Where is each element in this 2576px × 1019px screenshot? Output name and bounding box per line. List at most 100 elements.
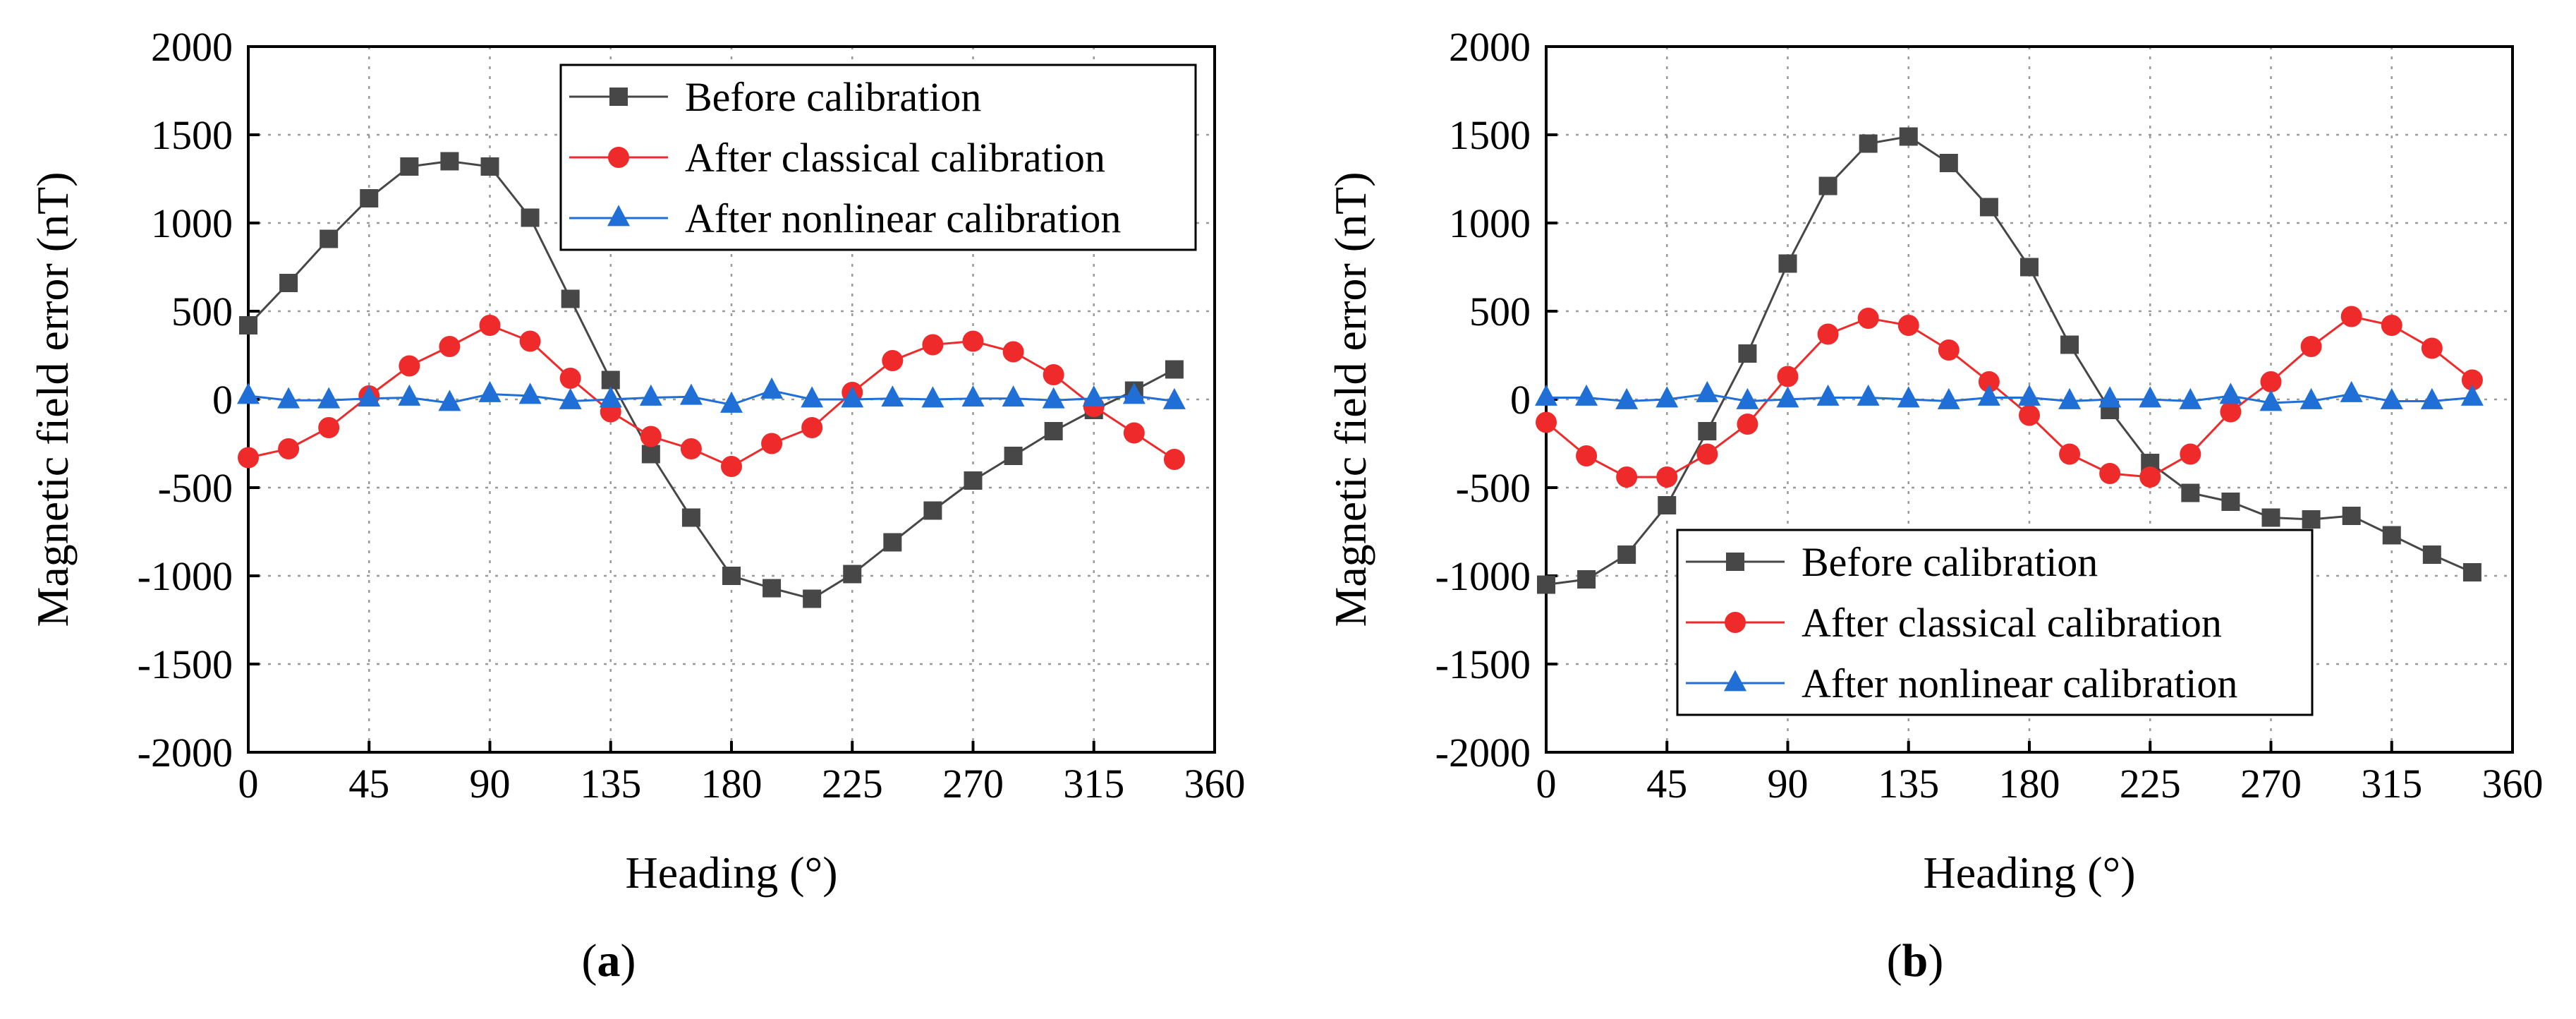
data-point-before <box>521 208 540 227</box>
data-point-classical <box>1938 339 1960 361</box>
data-point-before <box>803 589 822 608</box>
x-tick-label: 225 <box>2120 761 2181 807</box>
data-point-nonlinear <box>639 384 662 406</box>
x-tick-label: 0 <box>238 761 259 807</box>
series-line-before <box>1545 135 2473 586</box>
y-tick-label: -1000 <box>138 553 233 599</box>
data-point-nonlinear <box>679 383 703 405</box>
data-point-nonlinear <box>2139 386 2162 408</box>
data-point-classical <box>801 417 823 438</box>
data-point-before <box>722 567 741 585</box>
data-point-classical <box>1777 366 1799 387</box>
data-point-nonlinear <box>1897 386 1920 408</box>
series-before <box>1537 127 2481 594</box>
data-point-nonlinear <box>2259 390 2283 411</box>
series-line-classical <box>248 324 1175 468</box>
data-point-before <box>2181 483 2200 502</box>
data-point-classical <box>2220 401 2242 423</box>
data-point-nonlinear <box>1042 387 1065 409</box>
data-point-before <box>2422 545 2441 564</box>
data-point-classical <box>1576 445 1598 466</box>
y-tick-label: -1000 <box>1435 553 1531 599</box>
data-point-before <box>1577 570 1596 589</box>
data-point-nonlinear <box>277 387 300 409</box>
y-tick-label: -500 <box>1456 465 1531 511</box>
x-axis-title: Heading (°) <box>625 848 837 898</box>
chart-panel-b: 0 45 90 135 180 225 270 315 3602000150010005000-… <box>1325 24 2544 987</box>
panel-label: (a) <box>582 935 636 987</box>
x-tick-label: 180 <box>1999 761 2060 807</box>
data-point-nonlinear <box>599 386 622 408</box>
data-point-nonlinear <box>1002 385 1025 407</box>
data-point-nonlinear <box>841 386 864 408</box>
x-tick-label: 135 <box>1878 761 1939 807</box>
data-point-classical <box>519 330 541 352</box>
data-point-classical <box>439 336 461 357</box>
data-point-classical <box>318 417 340 438</box>
data-point-classical <box>399 355 420 377</box>
data-point-nonlinear <box>2460 384 2484 406</box>
data-point-classical <box>2300 336 2322 357</box>
y-tick-label: -2000 <box>1435 730 1531 776</box>
data-point-classical <box>1163 449 1185 470</box>
x-tick-label: 360 <box>2482 761 2544 807</box>
data-point-classical <box>1123 422 1145 444</box>
data-point-nonlinear <box>1535 384 1557 406</box>
data-point-before <box>561 289 580 308</box>
y-tick-label: 1000 <box>151 200 233 246</box>
data-point-nonlinear <box>1977 384 2000 406</box>
data-point-before <box>1044 422 1063 440</box>
data-point-classical <box>1696 443 1718 465</box>
x-tick-label: 225 <box>822 761 883 807</box>
y-tick-label: 2000 <box>151 24 233 70</box>
data-point-nonlinear <box>1082 385 1105 407</box>
data-point-nonlinear <box>2058 387 2082 409</box>
legend-marker-classical <box>1725 612 1746 633</box>
data-point-nonlinear <box>1937 387 1960 409</box>
x-tick-label: 180 <box>701 761 763 807</box>
data-point-before <box>601 370 620 390</box>
data-point-classical <box>2059 443 2081 465</box>
data-point-before <box>320 229 339 248</box>
data-point-classical <box>2260 371 2282 392</box>
data-point-before <box>1939 154 1958 172</box>
data-point-before <box>1778 254 1797 273</box>
data-point-before <box>2302 510 2321 529</box>
y-axis-title: Magnetic field error (nT) <box>1325 171 1375 627</box>
data-point-before <box>923 501 942 520</box>
data-point-before <box>2261 508 2280 527</box>
data-point-before <box>1617 545 1636 564</box>
data-point-nonlinear <box>881 385 904 407</box>
data-point-before <box>964 471 983 490</box>
data-point-classical <box>2381 315 2402 336</box>
data-point-nonlinear <box>1776 386 1799 408</box>
data-point-nonlinear <box>921 386 944 408</box>
x-tick-label: 90 <box>470 761 511 807</box>
y-tick-label: 1000 <box>1449 200 1531 246</box>
data-point-before <box>279 274 298 292</box>
data-point-classical <box>278 438 300 459</box>
data-point-nonlinear <box>1736 387 1759 409</box>
x-tick-label: 90 <box>1768 761 1809 807</box>
legend-label-classical: After classical calibration <box>685 135 1105 181</box>
data-point-before <box>883 533 902 552</box>
data-point-before <box>440 152 459 171</box>
data-point-nonlinear <box>1696 380 1719 402</box>
x-tick-label: 315 <box>2361 761 2422 807</box>
data-point-nonlinear <box>1122 382 1146 404</box>
data-point-nonlinear <box>237 382 260 404</box>
legend: Before calibration After classical calibr… <box>1676 529 2314 716</box>
y-tick-label: -500 <box>158 465 233 511</box>
data-point-before <box>681 508 700 527</box>
x-tick-label: 45 <box>348 761 389 807</box>
data-point-before <box>641 445 660 464</box>
data-point-before <box>480 157 499 176</box>
data-point-classical <box>1656 466 1678 488</box>
data-point-classical <box>680 438 702 459</box>
data-point-classical <box>238 447 259 469</box>
legend-marker-nonlinear <box>1724 670 1746 692</box>
data-point-nonlinear <box>1857 384 1880 406</box>
data-point-classical <box>962 330 984 352</box>
legend-marker-before <box>1726 553 1744 571</box>
